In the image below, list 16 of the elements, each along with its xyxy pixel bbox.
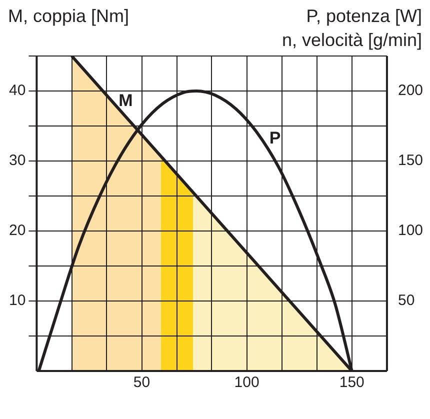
series-label: M [118,90,133,110]
x-tick-label: 150 [339,374,364,392]
y2-tick-label: 50 [398,292,415,310]
x-tick-label: 50 [133,374,150,392]
y2-tick-label: 100 [398,222,424,240]
y-tick-label: 20 [8,222,26,240]
y2-tick-label: 150 [398,152,424,170]
x-tick-label: 100 [234,374,260,392]
y2-tick-label: 200 [398,82,424,100]
y-tick-label: 30 [8,152,26,170]
series-label: P [269,128,281,148]
y-tick-label: 10 [8,292,26,310]
y-tick-label: 40 [8,82,26,100]
y2-axis-title: P, potenza [W] [306,6,422,27]
y-axis-title: M, coppia [Nm] [8,6,130,27]
x-axis-title: n, velocità [g/min] [282,30,422,51]
